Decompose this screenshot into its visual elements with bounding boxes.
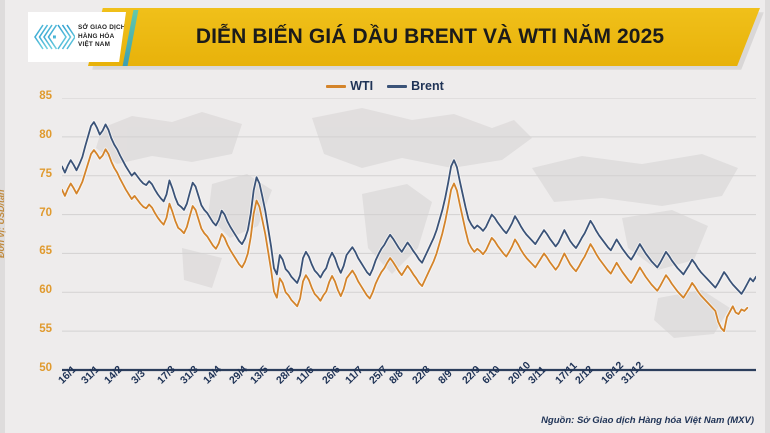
logo-card: SỞ GIAO DỊCH HÀNG HÓA VIỆT NAM <box>28 12 126 62</box>
y-tick-85: 85 <box>39 90 52 102</box>
header-banner: SỞ GIAO DỊCH HÀNG HÓA VIỆT NAM DIỄN BIẾN… <box>0 4 770 70</box>
y-tick-75: 75 <box>39 167 52 180</box>
legend-swatch-wti <box>326 84 347 88</box>
legend-item-wti[interactable]: WTI <box>326 79 373 93</box>
banner-shape <box>88 8 760 66</box>
y-tick-70: 70 <box>39 206 52 219</box>
legend-swatch-brent <box>387 84 408 88</box>
y-tick-65: 65 <box>39 245 52 258</box>
series-line-brent <box>62 121 756 295</box>
source-note: Nguồn: Sở Giao dịch Hàng hóa Việt Nam (M… <box>541 415 754 426</box>
series-line-wti <box>62 148 749 333</box>
logo-line-1: SỞ GIAO DỊCH <box>78 24 126 32</box>
chart-legend: WTI Brent <box>0 79 770 93</box>
y-axis-title: Đơn vị: USD/tấn <box>0 189 6 258</box>
y-tick-55: 55 <box>39 323 52 336</box>
page-left-edge <box>0 0 5 433</box>
y-tick-80: 80 <box>39 128 52 141</box>
page-title: DIỄN BIẾN GIÁ DẦU BRENT VÀ WTI NĂM 2025 <box>195 25 665 48</box>
logo-line-2: HÀNG HÓA <box>78 32 115 40</box>
page-right-edge <box>765 0 770 433</box>
y-tick-60: 60 <box>39 284 52 297</box>
logo-wordmark: SỞ GIAO DỊCH HÀNG HÓA VIỆT NAM <box>78 24 126 49</box>
legend-item-brent[interactable]: Brent <box>387 79 444 93</box>
y-tick-50: 50 <box>39 362 52 374</box>
chart-area: Đơn vị: USD/tấn 50 55 60 65 70 75 80 85 16/1 31/… <box>0 90 770 433</box>
legend-label-wti: WTI <box>350 79 374 93</box>
mxv-chevron-logo-icon <box>34 24 75 50</box>
plot-canvas <box>62 98 756 372</box>
legend-label-brent: Brent <box>411 79 444 93</box>
logo-line-3: VIỆT NAM <box>78 41 111 49</box>
